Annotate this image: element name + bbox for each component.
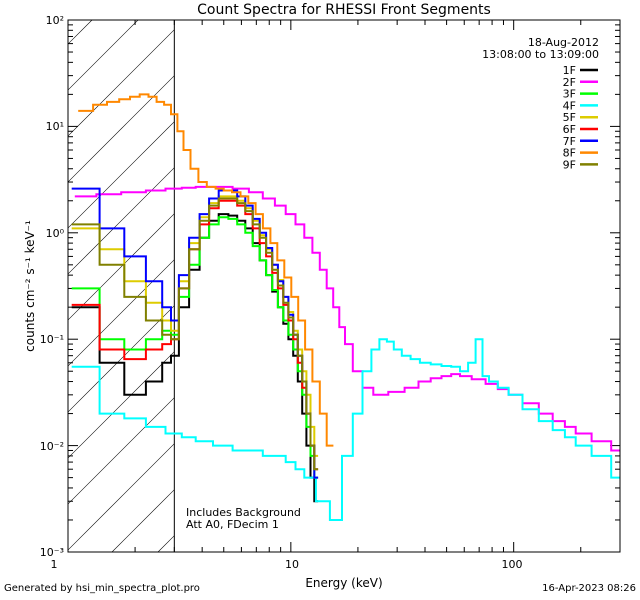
hatch-line: [68, 397, 175, 505]
footer-generated-by: Generated by hsi_min_spectra_plot.pro: [4, 583, 200, 594]
x-tick-label-1: 1: [51, 558, 58, 571]
hatch-line: [68, 259, 175, 367]
x-tick-label-10: 10: [285, 558, 299, 571]
hatch-line: [68, 213, 175, 321]
x-tick-label-100: 100: [502, 558, 523, 571]
series-line-4F: [71, 338, 620, 521]
y-tick-label-1e1: 10¹: [46, 120, 64, 133]
legend-label-5F: 5F: [563, 111, 576, 124]
legend-label-1F: 1F: [563, 64, 576, 77]
series-line-1F: [71, 213, 319, 503]
hatch-line: [68, 29, 175, 137]
shaded-region: [68, 20, 175, 552]
legend-label-9F: 9F: [563, 158, 576, 171]
y-tick-label-1e-2: 10⁻²: [40, 440, 64, 453]
legend-label-2F: 2F: [563, 76, 576, 89]
chart-title: Count Spectra for RHESSI Front Segments: [197, 2, 491, 18]
annotation-attenuator: Att A0, FDecim 1: [186, 518, 279, 531]
x-axis-label: Energy (keV): [305, 576, 382, 590]
y-axis-label: counts cm⁻² s⁻¹ keV⁻¹: [23, 220, 37, 352]
y-tick-label-1e0: 10⁰: [46, 227, 65, 240]
y-tick-label-1e2: 10²: [46, 14, 64, 27]
hatch-line: [68, 75, 175, 183]
info-date: 18-Aug-2012: [528, 36, 599, 49]
series-line-9F: [71, 197, 319, 471]
y-tick-label-1e-3: 10⁻³: [40, 546, 64, 559]
series-group: [71, 93, 620, 521]
legend-label-3F: 3F: [563, 88, 576, 101]
legend-label-8F: 8F: [563, 147, 576, 160]
legend-label-7F: 7F: [563, 135, 576, 148]
hatch-line: [68, 443, 175, 551]
plot-frame: [67, 19, 621, 553]
annotation-background: Includes Background: [186, 506, 301, 519]
footer-timestamp: 16-Apr-2023 08:26: [542, 583, 636, 594]
y-tick-label-1e-1: 10⁻¹: [40, 333, 64, 346]
legend-label-4F: 4F: [563, 99, 576, 112]
series-line-3F: [71, 216, 319, 479]
legend-label-6F: 6F: [563, 123, 576, 136]
axis-ticks: [67, 19, 621, 553]
info-time-range: 13:08:00 to 13:09:00: [482, 48, 599, 61]
series-line-8F: [78, 93, 334, 447]
